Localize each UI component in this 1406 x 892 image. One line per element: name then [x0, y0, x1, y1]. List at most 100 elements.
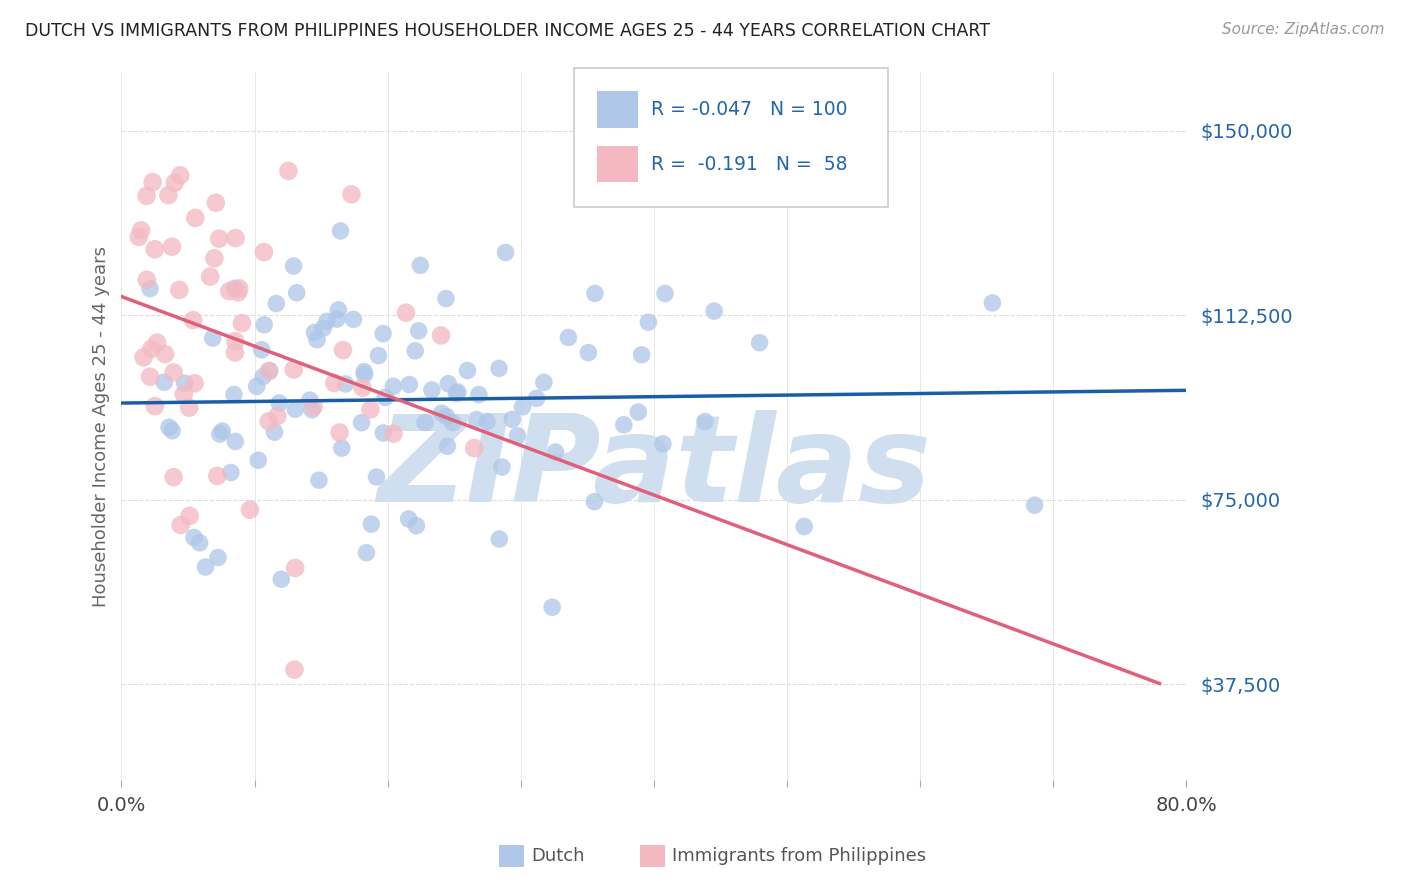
Point [253, 245, 276, 260]
Point [437, 376, 460, 391]
Point [253, 318, 276, 332]
Point [1024, 498, 1046, 512]
Point [135, 189, 157, 203]
Point [456, 363, 478, 377]
Text: ZIPatlas: ZIPatlas [377, 410, 931, 527]
Point [135, 273, 157, 287]
Point [367, 349, 389, 363]
Point [239, 502, 262, 516]
Point [284, 561, 307, 575]
Point [183, 531, 205, 545]
Point [637, 315, 659, 329]
Point [359, 402, 381, 417]
Point [257, 364, 280, 378]
Point [651, 437, 673, 451]
Point [360, 517, 382, 532]
FancyBboxPatch shape [574, 69, 889, 207]
Point [330, 441, 353, 455]
Point [207, 469, 229, 483]
Point [143, 242, 166, 256]
Point [128, 230, 150, 244]
Point [183, 376, 205, 391]
Point [184, 211, 207, 225]
Point [224, 434, 246, 449]
Point [247, 453, 270, 467]
Text: Source: ZipAtlas.com: Source: ZipAtlas.com [1222, 22, 1385, 37]
Point [512, 400, 534, 414]
Point [576, 345, 599, 359]
Point [447, 384, 470, 399]
Point [398, 377, 420, 392]
Point [270, 572, 292, 586]
Point [146, 335, 169, 350]
Point [475, 415, 498, 429]
Point [541, 600, 564, 615]
Point [495, 245, 517, 260]
Bar [598, 91, 638, 128]
Point [298, 393, 321, 408]
Point [173, 376, 195, 391]
Point [259, 364, 281, 378]
Point [434, 292, 457, 306]
Point [356, 546, 378, 560]
Point [328, 302, 350, 317]
Point [198, 269, 221, 284]
Point [323, 376, 346, 390]
Point [352, 381, 374, 395]
Point [630, 348, 652, 362]
Bar [598, 145, 638, 183]
Point [468, 387, 491, 401]
Point [413, 416, 436, 430]
Point [228, 281, 250, 295]
Point [179, 401, 201, 415]
Point [526, 392, 548, 406]
Point [441, 416, 464, 430]
Point [141, 342, 163, 356]
Point [222, 387, 245, 401]
Point [404, 343, 426, 358]
Point [173, 387, 195, 401]
Point [129, 223, 152, 237]
Point [366, 470, 388, 484]
Point [793, 519, 815, 533]
Point [332, 343, 354, 358]
Point [302, 400, 325, 414]
Point [224, 345, 246, 359]
Point [160, 424, 183, 438]
Point [143, 399, 166, 413]
Point [257, 414, 280, 428]
Point [250, 343, 273, 357]
Point [211, 424, 233, 438]
Point [252, 369, 274, 384]
Point [340, 187, 363, 202]
Point [491, 460, 513, 475]
Text: R = -0.047   N = 100: R = -0.047 N = 100 [651, 100, 846, 119]
Point [132, 351, 155, 365]
Point [194, 560, 217, 574]
Point [179, 508, 201, 523]
Point [395, 306, 418, 320]
Point [204, 195, 226, 210]
Point [208, 232, 231, 246]
Point [269, 396, 291, 410]
Point [436, 409, 458, 424]
Point [335, 376, 357, 391]
Point [748, 335, 770, 350]
Point [167, 283, 190, 297]
Point [506, 429, 529, 443]
Point [316, 314, 339, 328]
Point [283, 663, 305, 677]
Text: Dutch: Dutch [531, 847, 585, 865]
Point [139, 282, 162, 296]
Point [169, 169, 191, 183]
Point [188, 536, 211, 550]
Point [285, 285, 308, 300]
Point [170, 518, 193, 533]
Point [163, 365, 186, 379]
Point [304, 326, 326, 340]
Point [533, 376, 555, 390]
Point [353, 368, 375, 382]
Point [283, 362, 305, 376]
Point [382, 426, 405, 441]
Point [181, 313, 204, 327]
